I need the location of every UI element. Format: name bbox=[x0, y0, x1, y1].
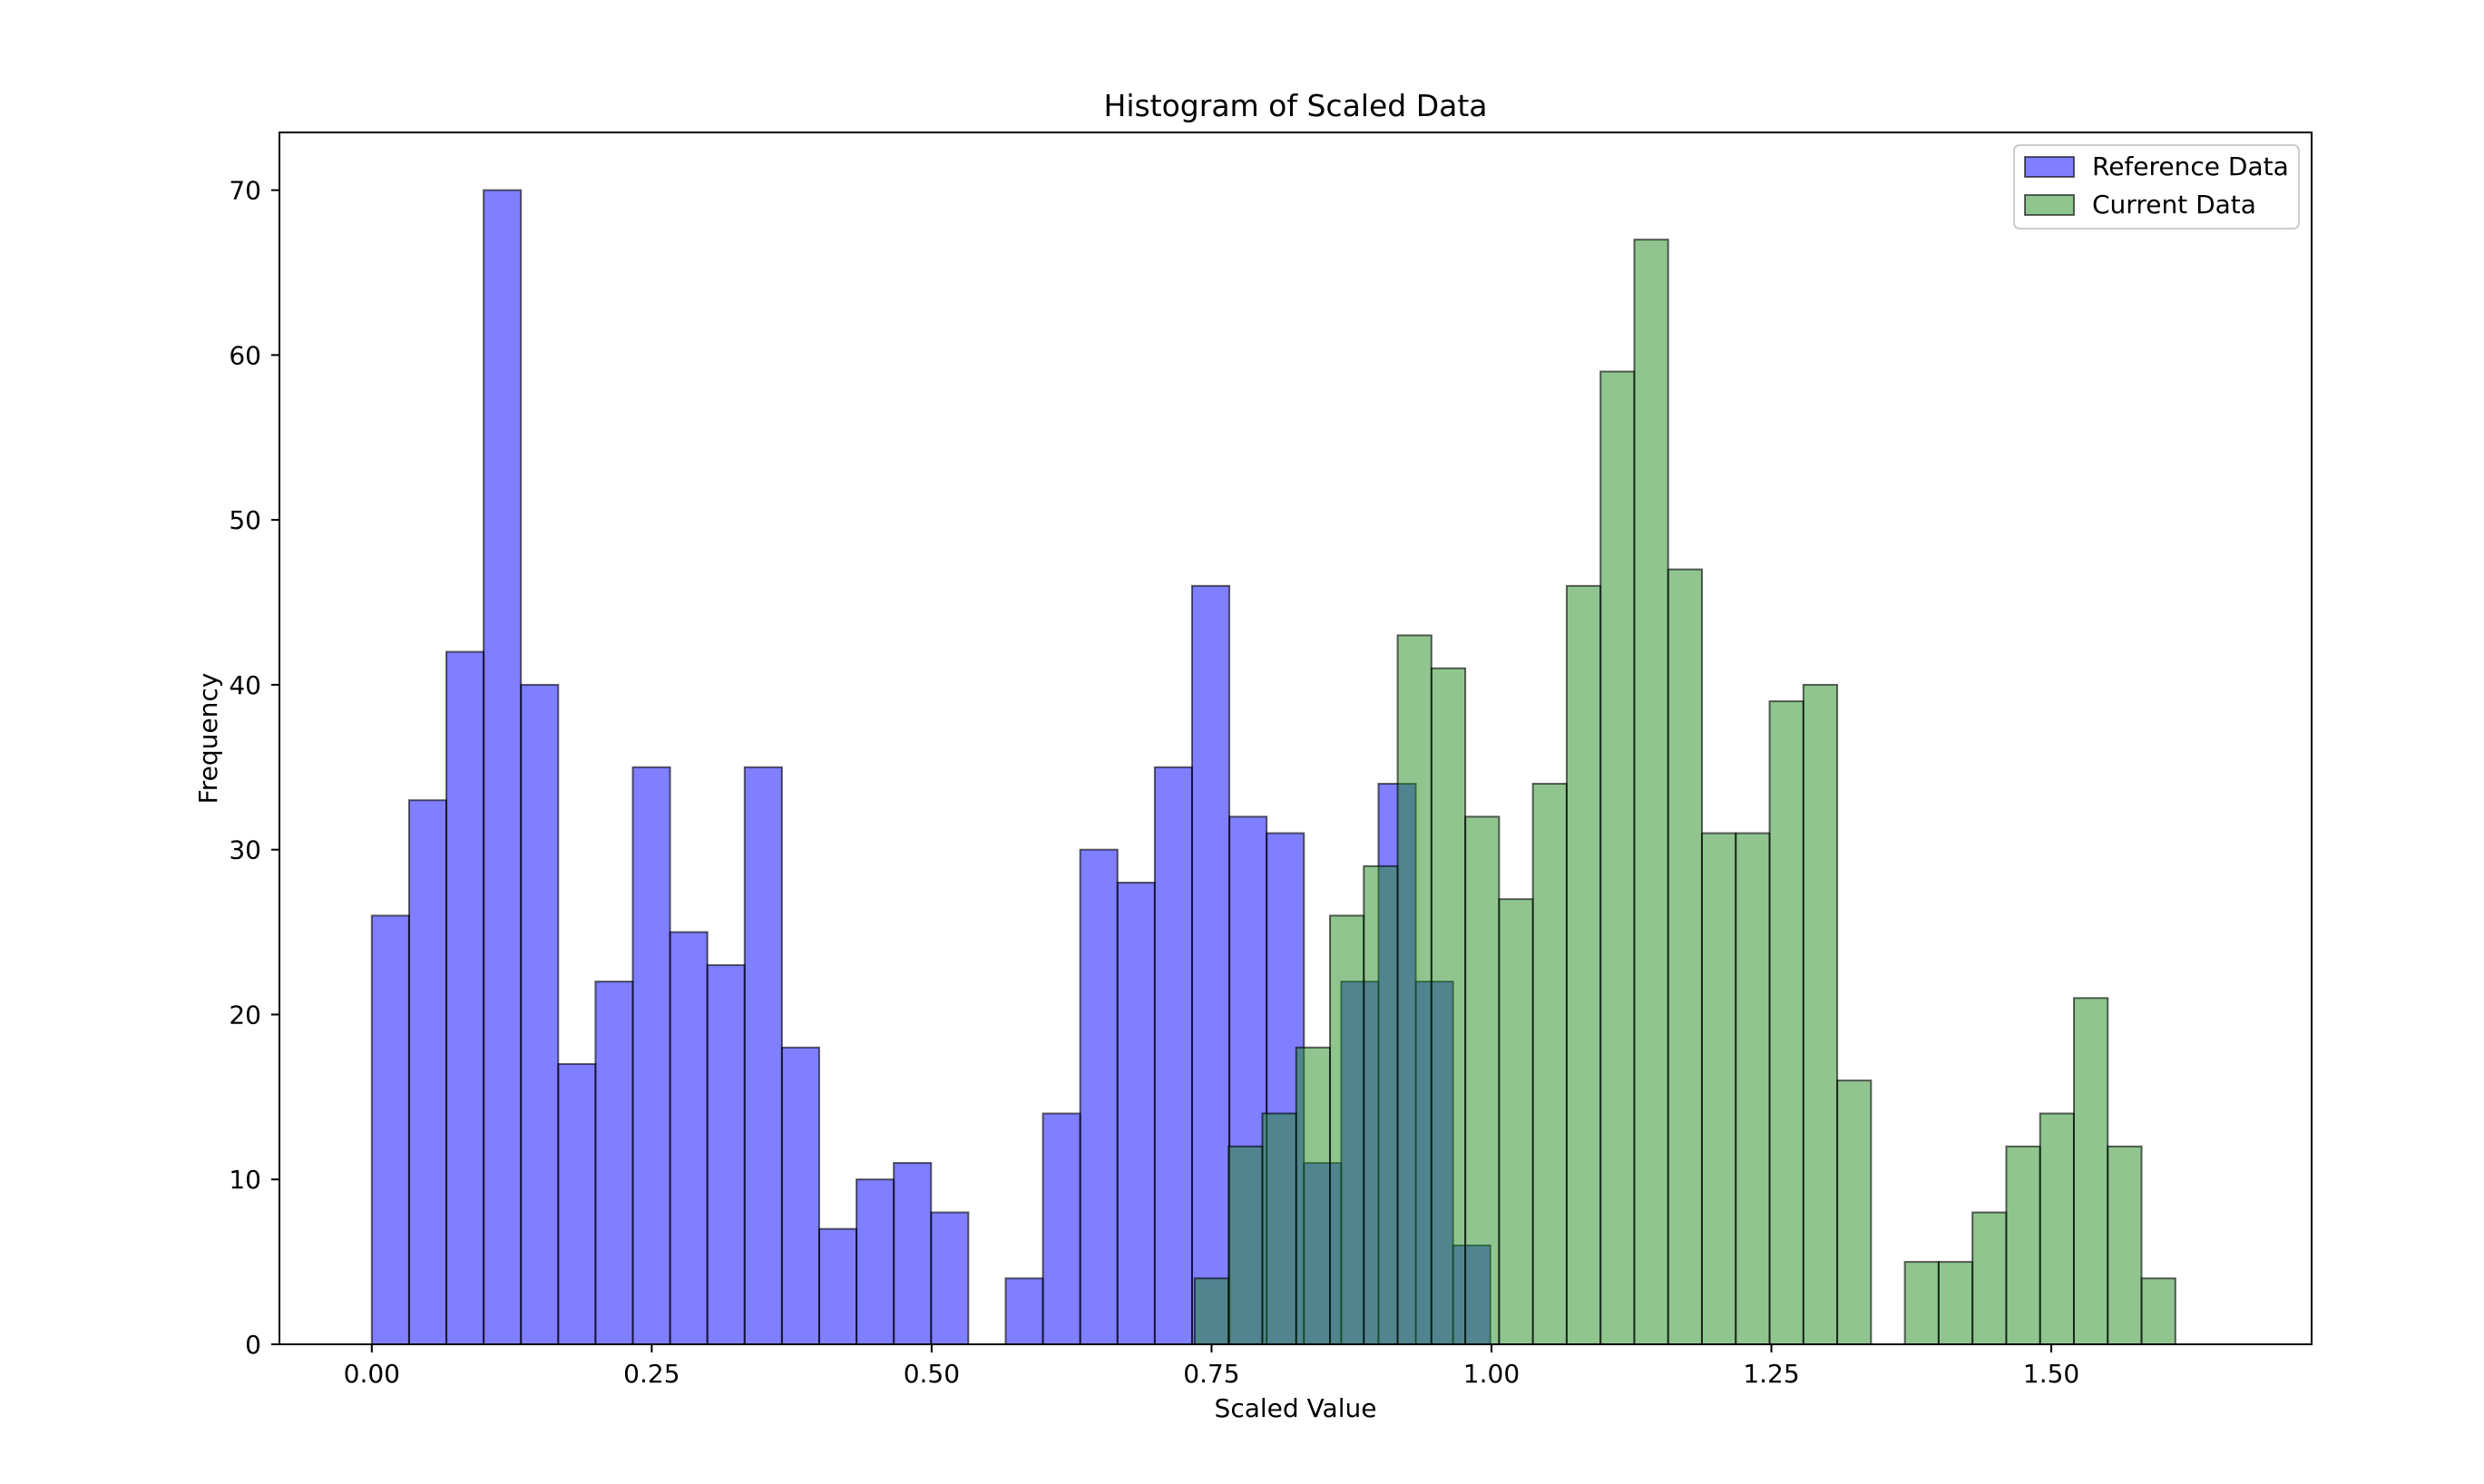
histogram-bar-current bbox=[2039, 1112, 2075, 1345]
legend: Reference Data Current Data bbox=[2013, 144, 2300, 229]
histogram-bar-current bbox=[1971, 1211, 2008, 1346]
histogram-bar-reference bbox=[780, 1046, 820, 1345]
x-axis-label: Scaled Value bbox=[1215, 1393, 1377, 1423]
legend-label-reference: Reference Data bbox=[2092, 151, 2289, 181]
histogram-bar-current bbox=[1836, 1079, 1873, 1345]
histogram-bar-current bbox=[1565, 584, 1602, 1345]
histogram-bar-reference bbox=[817, 1227, 858, 1346]
x-tick-label: 0.00 bbox=[344, 1359, 400, 1389]
histogram-bar-current bbox=[1701, 832, 1737, 1345]
histogram-bar-reference bbox=[445, 650, 485, 1345]
histogram-bar-reference bbox=[706, 963, 746, 1346]
histogram-bar-reference bbox=[1004, 1277, 1044, 1345]
x-tick-label: 1.50 bbox=[2023, 1359, 2079, 1389]
histogram-bar-reference bbox=[520, 683, 560, 1345]
histogram-bar-current bbox=[1227, 1145, 1264, 1346]
histogram-bar-current bbox=[1599, 370, 1636, 1346]
histogram-bar-current bbox=[2072, 997, 2109, 1346]
histogram-bar-current bbox=[1667, 568, 1704, 1345]
histogram-bar-reference bbox=[930, 1211, 970, 1346]
y-tick-label: 70 bbox=[229, 176, 261, 206]
histogram-bar-current bbox=[2005, 1145, 2041, 1346]
histogram-bar-reference bbox=[1042, 1112, 1081, 1345]
x-tick-label: 0.25 bbox=[623, 1359, 680, 1389]
histogram-bar-current bbox=[1261, 1112, 1297, 1345]
histogram-bar-reference bbox=[856, 1178, 895, 1346]
histogram-bar-current bbox=[1464, 815, 1501, 1345]
axes-layer: 0.00 0.25 0.50 0.75 1.00 1.25 1.50 0 10 20 30 40 50 6… bbox=[229, 176, 2079, 1389]
legend-swatch-current bbox=[2024, 194, 2075, 216]
histogram-bar-reference bbox=[743, 766, 783, 1345]
x-tick-label: 1.00 bbox=[1463, 1359, 1520, 1389]
legend-label-current: Current Data bbox=[2092, 190, 2256, 220]
histogram-bar-reference bbox=[557, 1062, 597, 1345]
histogram-bar-reference bbox=[1079, 848, 1119, 1345]
histogram-bar-current bbox=[1903, 1261, 1940, 1345]
histogram-bar-current bbox=[1363, 864, 1399, 1345]
histogram-bar-reference bbox=[1116, 882, 1156, 1345]
y-tick-label: 60 bbox=[229, 340, 261, 370]
y-tick-label: 30 bbox=[229, 835, 261, 865]
histogram-bar-reference bbox=[669, 931, 709, 1346]
histogram-bar-current bbox=[1430, 667, 1467, 1345]
histogram-bar-current bbox=[1329, 914, 1365, 1345]
histogram-bar-current bbox=[1633, 239, 1669, 1345]
legend-box bbox=[2013, 144, 2300, 229]
histogram-bar-current bbox=[1396, 634, 1433, 1345]
y-tick-label: 10 bbox=[229, 1165, 261, 1195]
x-tick-label: 0.50 bbox=[904, 1359, 960, 1389]
histogram-bar-reference bbox=[594, 981, 634, 1346]
histogram-bar-current bbox=[1193, 1277, 1230, 1345]
histogram-bar-current bbox=[1768, 700, 1804, 1345]
x-tick-label: 1.25 bbox=[1743, 1359, 1799, 1389]
y-tick-label: 40 bbox=[229, 670, 261, 700]
x-tick-label: 0.75 bbox=[1183, 1359, 1239, 1389]
y-tick-label: 50 bbox=[229, 505, 261, 535]
histogram-bar-current bbox=[1735, 832, 1771, 1345]
histogram-bar-reference bbox=[1153, 766, 1193, 1345]
histogram-bar-current bbox=[1937, 1261, 1974, 1345]
histogram-bar-reference bbox=[370, 914, 410, 1345]
bars-layer bbox=[370, 189, 2176, 1346]
histogram-bar-current bbox=[1295, 1046, 1332, 1345]
y-axis-label: Frequency bbox=[193, 673, 223, 805]
histogram-bar-current bbox=[2140, 1277, 2176, 1345]
chart-title: Histogram of Scaled Data bbox=[1104, 88, 1488, 123]
histogram-bar-current bbox=[2107, 1145, 2143, 1346]
histogram-bar-current bbox=[1802, 683, 1839, 1345]
y-tick-label: 0 bbox=[245, 1330, 261, 1360]
plot-frame bbox=[279, 132, 2313, 1345]
y-tick-label: 20 bbox=[229, 1000, 261, 1030]
legend-swatch-reference bbox=[2024, 156, 2075, 178]
histogram-bar-current bbox=[1531, 782, 1568, 1345]
histogram-bar-reference bbox=[893, 1162, 933, 1346]
histogram-bar-current bbox=[1498, 898, 1534, 1345]
histogram-bar-reference bbox=[1190, 584, 1231, 1345]
histogram-bar-reference bbox=[483, 189, 523, 1346]
histogram-bar-reference bbox=[407, 799, 448, 1345]
histogram-bar-reference bbox=[631, 766, 671, 1345]
